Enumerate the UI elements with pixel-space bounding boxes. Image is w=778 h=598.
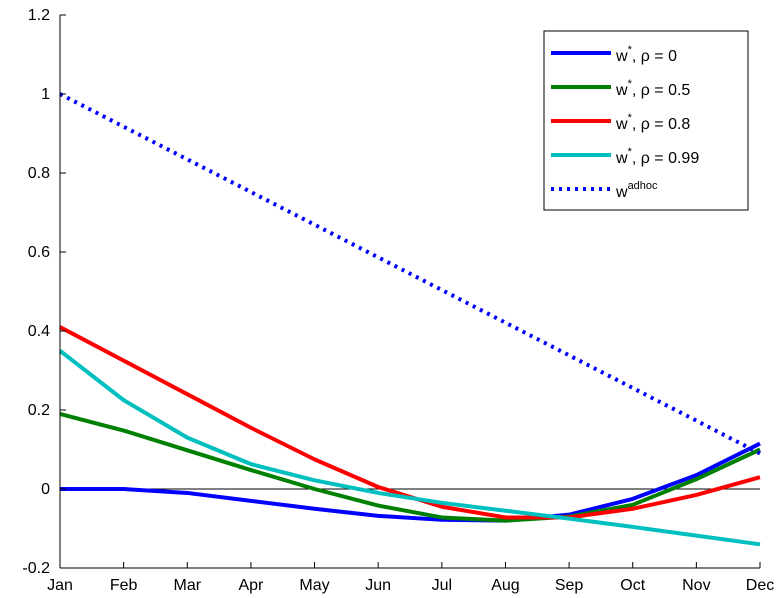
legend-entry-1: w*, ρ = 0.5 (615, 78, 690, 99)
legend-base: w (615, 48, 628, 65)
y-tick-label: 0.2 (28, 402, 50, 419)
x-tick-label: Jun (365, 577, 391, 594)
y-tick-label: 0.4 (28, 323, 50, 340)
x-tick-label: Oct (620, 577, 645, 594)
x-tick-label: Apr (238, 577, 264, 594)
series-line-0 (60, 441, 761, 523)
legend-entry-0: w*, ρ = 0 (615, 44, 677, 65)
legend-base: w (615, 184, 628, 201)
y-tick-label: 0 (41, 481, 50, 498)
legend-rest: , ρ = 0.99 (632, 150, 699, 167)
y-tick-label: 1.2 (28, 7, 50, 24)
legend-entry-3: w*, ρ = 0.99 (615, 146, 699, 167)
legend-rest: , ρ = 0.5 (632, 82, 691, 99)
x-tick-label: Jul (432, 577, 452, 594)
x-tick-label: Feb (110, 577, 138, 594)
legend-sup: adhoc (628, 180, 658, 192)
x-tick-label: Dec (746, 577, 774, 594)
y-tick-label: 0.6 (28, 244, 50, 261)
y-tick-label: -0.2 (22, 560, 50, 577)
legend-base: w (615, 150, 628, 167)
x-tick-label: Sep (555, 577, 584, 594)
legend-base: w (615, 82, 628, 99)
x-tick-label: Aug (491, 577, 519, 594)
x-tick-label: Mar (173, 577, 201, 594)
legend-sup: * (628, 44, 633, 56)
axes: -0.2 0 0.2 0.4 0.6 0.8 1 1.2 Jan Feb Mar Apr May Jun J… (22, 7, 774, 594)
series-line-4 (59, 92, 761, 456)
legend-sup: * (628, 146, 633, 158)
legend-sup: * (628, 112, 633, 124)
legend-sup: * (628, 78, 633, 90)
legend-base: w (615, 116, 628, 133)
y-tick-label: 0.8 (28, 165, 50, 182)
x-tick-label: Nov (682, 577, 710, 594)
y-tick-label: 1 (41, 86, 50, 103)
x-tick-label: May (299, 577, 329, 594)
legend: w*, ρ = 0w*, ρ = 0.5w*, ρ = 0.8w*, ρ = 0… (543, 30, 749, 211)
legend-entry-2: w*, ρ = 0.8 (615, 112, 690, 133)
legend-entry-4: wadhoc (615, 180, 658, 201)
legend-rest: , ρ = 0.8 (632, 116, 691, 133)
series-line-1 (59, 412, 761, 523)
plot-area (58, 92, 761, 547)
series-line-3 (58, 349, 761, 547)
x-tick-label: Jan (47, 577, 73, 594)
legend-rest: , ρ = 0 (632, 48, 677, 65)
